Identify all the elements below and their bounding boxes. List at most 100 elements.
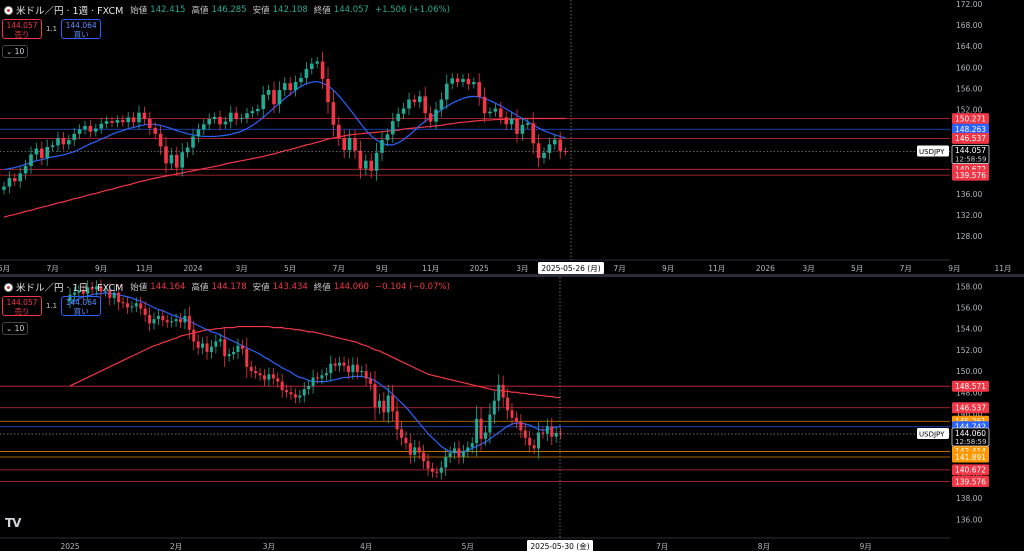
sell-button[interactable]: 144.057 売り [2, 296, 42, 316]
candle-body [342, 138, 346, 151]
high-label: 高値 [191, 6, 209, 16]
candle-body [519, 421, 523, 431]
level-price-text: 139.576 [955, 477, 986, 486]
candle-body [152, 319, 156, 324]
sell-button[interactable]: 144.057 売り [2, 19, 42, 39]
candle-body [121, 120, 125, 123]
candle-body [337, 124, 341, 139]
candle-body [445, 83, 449, 100]
candle-body [324, 373, 328, 376]
candle-body [256, 109, 260, 112]
candle-body [547, 144, 552, 153]
y-tick-label: 136.00 [956, 515, 982, 524]
candle-body [391, 121, 395, 135]
candle-body [61, 138, 66, 145]
current-price-text: 144.057 [955, 146, 986, 155]
symbol-title[interactable]: 米ドル／円 · 1週 · FXCM [16, 6, 124, 17]
level-price-text: 144.742 [955, 423, 986, 432]
level-price-tag [952, 123, 989, 135]
candle-body [423, 96, 427, 114]
level-price-text: 146.537 [955, 404, 986, 413]
level-price-tag [952, 132, 989, 144]
trade-buttons: 144.057 売り 1.1 144.064 買い [2, 296, 102, 316]
candle-body [196, 341, 200, 348]
candle-body [373, 383, 377, 408]
candle-body [342, 362, 346, 366]
candle-body [554, 432, 558, 437]
x-tick-label: 2025 [470, 264, 489, 273]
daily-chart-pane[interactable]: 136.00138.00140.00142.00144.00146.00148.… [0, 277, 1024, 551]
buy-price: 144.064 [65, 298, 97, 307]
candle-body [466, 447, 470, 452]
candle-body [304, 68, 309, 78]
x-tick-label: 3月 [263, 542, 275, 551]
y-tick-label: 136.00 [956, 190, 982, 199]
candle-body [320, 375, 324, 379]
candle-body [488, 414, 492, 433]
candle-body [40, 148, 44, 159]
candle-body [131, 117, 136, 123]
candle-body [400, 429, 403, 438]
buy-button[interactable]: 144.064 買い [61, 296, 102, 316]
candle-body [559, 432, 563, 435]
candle-body [545, 426, 549, 434]
candle-body [563, 151, 568, 153]
x-tick-label: 2026 [756, 264, 775, 273]
candle-body [331, 102, 336, 125]
weekly-chart-pane[interactable]: 128.00132.00136.00140.00144.00148.00152.… [0, 0, 1024, 274]
candle-body [68, 294, 72, 302]
candle-body [499, 108, 503, 118]
candle-body [479, 418, 483, 439]
daily-chart-canvas[interactable]: 136.00138.00140.00142.00144.00146.00148.… [0, 277, 1024, 551]
candle-body [413, 447, 417, 455]
candle-body [239, 117, 244, 120]
low-value: 142.108 [272, 5, 308, 15]
indicator-count: 10 [14, 47, 25, 56]
candle-body [164, 146, 168, 164]
candle-body [13, 178, 17, 182]
candle-body [104, 121, 109, 124]
candle-body [515, 118, 519, 134]
candle-body [94, 128, 98, 132]
close-label: 終値 [313, 6, 331, 16]
open-value: 144.164 [150, 282, 186, 292]
pane-divider[interactable] [0, 274, 1024, 277]
candle-body [72, 133, 76, 141]
candle-body [245, 113, 249, 118]
candle-body [258, 373, 262, 376]
low-label: 安値 [252, 283, 270, 293]
indicators-toggle[interactable]: ⌄ 10 [2, 322, 29, 335]
buy-button[interactable]: 144.064 買い [61, 19, 102, 39]
candle-body [45, 146, 49, 159]
candle-body [272, 90, 276, 105]
x-tick-label: 7月 [656, 542, 668, 551]
buy-price: 144.064 [65, 21, 97, 30]
crosshair-date-text: 2025-05-30 (金) [530, 541, 589, 551]
close-label: 終値 [313, 283, 331, 293]
candle-body [501, 384, 505, 398]
candle-body [347, 138, 352, 151]
candle-body [170, 321, 174, 323]
candle-body [185, 147, 190, 153]
candle-body [7, 178, 12, 187]
close-value: 144.060 [333, 282, 369, 292]
candle-body [475, 418, 479, 444]
weekly-chart-canvas[interactable]: 128.00132.00136.00140.00144.00148.00152.… [0, 0, 1024, 274]
sell-label: 売り [14, 307, 30, 316]
candle-body [90, 287, 94, 290]
candle-body [374, 152, 379, 171]
symbol-title[interactable]: 米ドル／円 · 1日 · FXCM [16, 283, 124, 294]
close-value: 144.057 [333, 5, 369, 15]
spread-value: 1.1 [46, 302, 58, 310]
candle-body [250, 111, 255, 114]
y-tick-label: 164.00 [956, 42, 982, 51]
candle-body [351, 364, 355, 373]
indicators-toggle[interactable]: ⌄ 10 [2, 45, 29, 58]
tradingview-logo[interactable]: TV [5, 516, 22, 530]
level-price-tag [952, 402, 989, 414]
candle-body [67, 140, 71, 145]
candle-body [520, 124, 525, 134]
candle-body [266, 90, 271, 95]
candle-body [156, 315, 160, 320]
x-tick-label: 4月 [360, 542, 372, 551]
